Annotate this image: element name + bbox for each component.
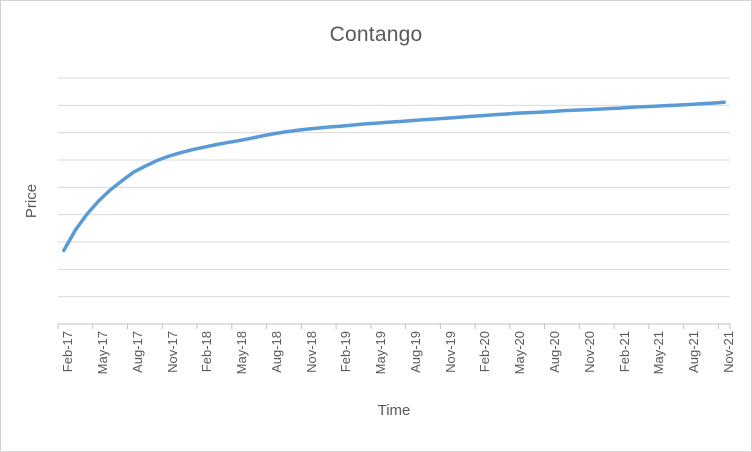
x-tick-label: Feb-20 (477, 331, 493, 373)
x-tick-label: Aug-18 (268, 331, 284, 373)
x-tick-label: Nov-18 (303, 331, 319, 373)
x-tick-label: May-18 (234, 331, 250, 375)
y-axis-title: Price (23, 183, 40, 219)
x-tick-label: Feb-18 (199, 331, 215, 373)
x-tick-label: May-19 (373, 331, 389, 375)
x-tick-label: Aug-17 (129, 331, 145, 373)
x-tick-label: Aug-21 (686, 331, 702, 373)
x-tick-label: May-21 (651, 331, 667, 375)
x-tick-label: Nov-20 (581, 331, 597, 373)
price-line-series (62, 100, 726, 253)
x-tick-label: Feb-17 (60, 331, 76, 373)
x-tick-label: Aug-19 (407, 331, 423, 373)
x-tick-label: Feb-19 (338, 331, 354, 373)
x-tick-label: Nov-17 (164, 331, 180, 373)
x-axis-title: Time (377, 402, 411, 419)
x-tick-label: Nov-21 (720, 331, 736, 373)
x-tick-label: Aug-20 (547, 331, 562, 373)
x-tick-label: Nov-19 (442, 331, 458, 373)
chart-title: Contango (329, 23, 423, 46)
x-tick-label: May-17 (95, 331, 111, 375)
x-tick-label: Feb-21 (616, 331, 632, 373)
x-tick-label: May-20 (512, 331, 528, 375)
